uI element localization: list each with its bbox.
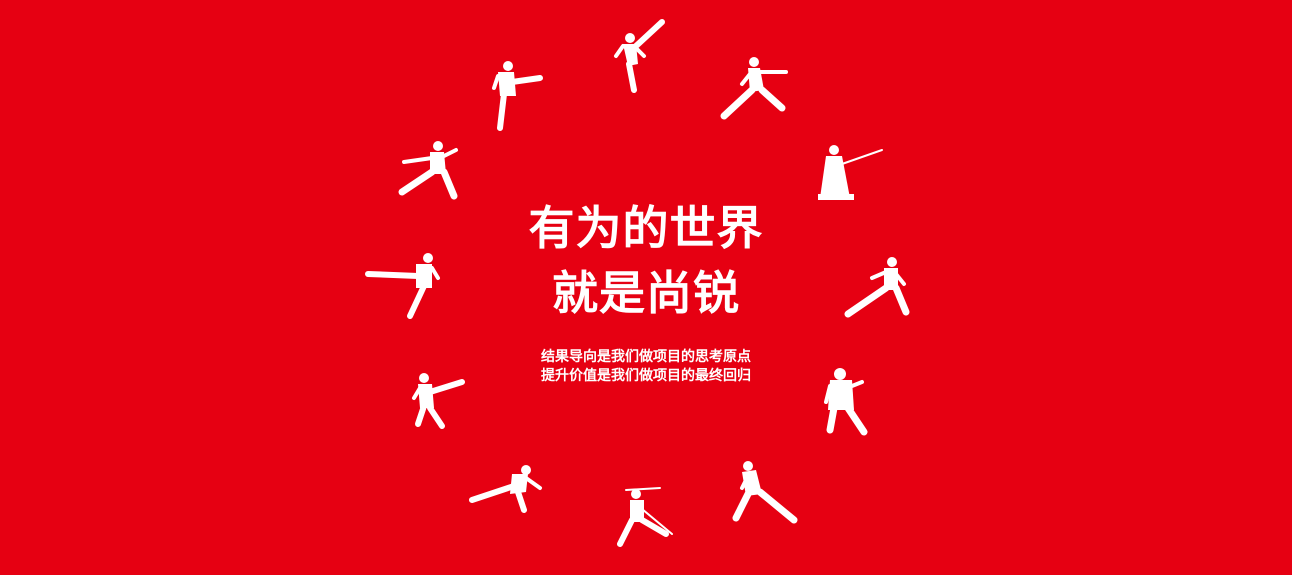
crane-kick-figure-icon — [474, 52, 564, 142]
kneeling-sword-figure-icon — [808, 136, 898, 226]
lunge-punch-figure-icon — [712, 50, 802, 140]
deep-lunge-figure-icon — [722, 452, 812, 542]
subtitle-line-2: 提升价值是我们做项目的最终回归 — [541, 368, 751, 384]
staff-figure-icon — [596, 470, 686, 560]
headline-line-1: 有为的世界 — [528, 201, 764, 255]
horse-stance-figure-icon — [394, 132, 484, 222]
subtitle-line-1: 结果导向是我们做项目的思考原点 — [541, 349, 751, 365]
headline-line-2: 就是尚锐 — [552, 266, 740, 320]
high-kick-figure-icon — [592, 12, 682, 102]
jump-kick-figure-icon — [396, 364, 486, 454]
flying-kick-figure-icon — [464, 448, 554, 538]
ready-stance-figure-icon — [808, 358, 898, 448]
side-kick-figure-icon — [360, 244, 450, 334]
low-stance-figure-icon — [838, 248, 928, 338]
